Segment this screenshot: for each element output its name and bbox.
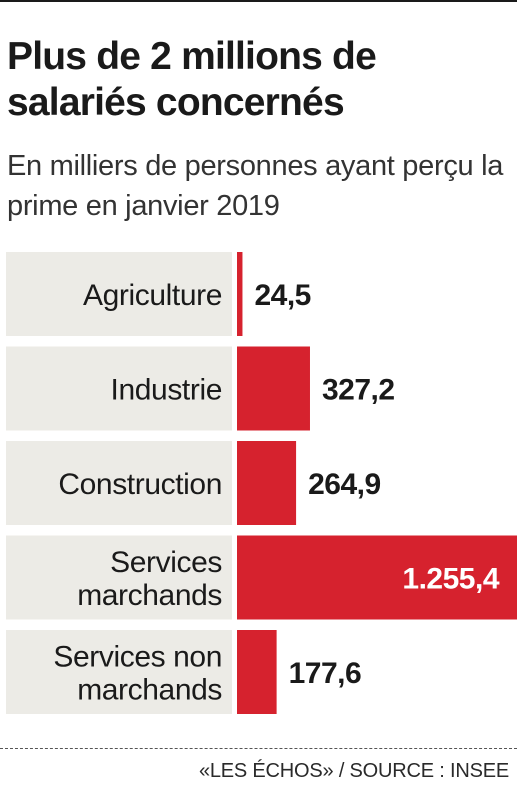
bar-chart: Agriculture 24,5 Industrie 327,2 Constructio… [6, 252, 517, 714]
top-rule [0, 0, 517, 2]
chart-title: Plus de 2 millions de salariés concernés [7, 35, 377, 124]
category-label-line: Construction [58, 468, 222, 501]
bar [237, 346, 310, 431]
chart-subtitle: En milliers de personnes ayant perçu la … [7, 150, 504, 222]
category-label: Agriculture [83, 279, 222, 312]
category-label-line: Services non [53, 641, 222, 674]
category-label-box [6, 630, 232, 714]
value-label: 24,5 [254, 279, 310, 312]
category-label-line: marchands [77, 674, 222, 707]
category-label-line: marchands [77, 579, 222, 612]
source-credit: «LES ÉCHOS» / SOURCE : INSEE [198, 760, 509, 782]
bar [237, 441, 297, 525]
footer-rule [0, 748, 517, 749]
value-label: 177,6 [289, 657, 362, 690]
category-label-line: Services [110, 546, 222, 579]
bar [237, 252, 243, 336]
category-label-box [6, 346, 232, 431]
category-label: Industrie [111, 374, 222, 407]
category-label-line: Industrie [111, 374, 222, 407]
category-label-box [6, 252, 232, 336]
category-label-box [6, 535, 232, 620]
category-label-box [6, 441, 232, 525]
category-label-line: Agriculture [83, 279, 222, 312]
value-label: 1.255,4 [402, 563, 499, 596]
category-label: Construction [58, 468, 222, 501]
bar [237, 535, 517, 620]
category-label: Services non marchands [53, 641, 222, 707]
value-label: 264,9 [308, 468, 381, 501]
bar [237, 630, 277, 714]
value-label: 327,2 [322, 374, 395, 407]
category-label: Services marchands [77, 546, 222, 612]
